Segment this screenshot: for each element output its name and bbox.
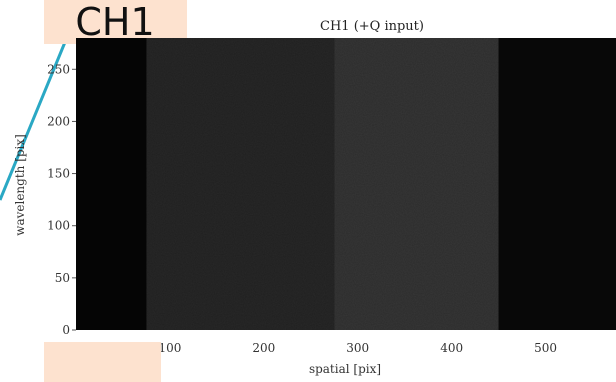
y-tick-label: 50 bbox=[55, 271, 70, 285]
intensity-band bbox=[498, 38, 616, 330]
x-tick-label: 300 bbox=[346, 341, 369, 355]
y-tick-label: 200 bbox=[47, 114, 70, 128]
x-tick-label: 400 bbox=[440, 341, 463, 355]
y-axis: 0 50 100 150 200 250 bbox=[47, 62, 76, 337]
plot-area bbox=[76, 38, 616, 330]
y-tick-label: 250 bbox=[47, 62, 70, 76]
intensity-band-noise bbox=[334, 38, 499, 330]
y-axis-label: wavelength [pix] bbox=[13, 134, 27, 236]
slide-accent-line bbox=[0, 29, 72, 201]
y-tick-label: 150 bbox=[47, 167, 70, 181]
x-tick-label: 500 bbox=[534, 341, 557, 355]
y-tick-label: 100 bbox=[47, 219, 70, 233]
channel-badge bbox=[44, 0, 187, 44]
x-tick-label: 200 bbox=[252, 341, 275, 355]
y-tick-label: 0 bbox=[62, 323, 70, 337]
x-tick-label: 100 bbox=[158, 341, 181, 355]
x-axis-label: spatial [pix] bbox=[309, 362, 381, 376]
chart-title: CH1 (+Q input) bbox=[320, 19, 424, 34]
lower-badge bbox=[44, 342, 161, 382]
intensity-band-noise bbox=[146, 38, 335, 330]
intensity-band bbox=[76, 38, 147, 330]
channel-badge-text: CH1 bbox=[75, 0, 154, 44]
